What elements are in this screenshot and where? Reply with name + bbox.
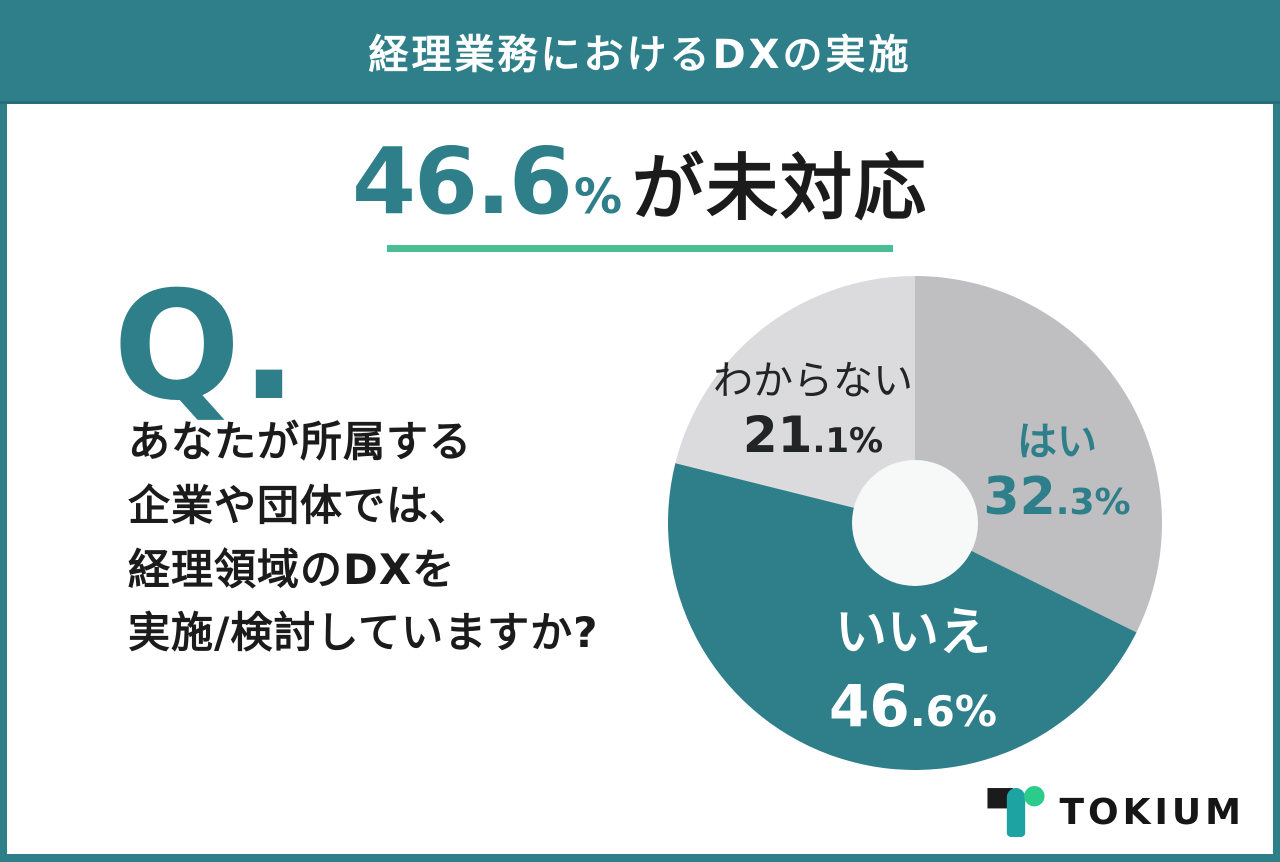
donut-hole [852, 460, 978, 586]
content-card: 46.6 % が未対応 Q. あなたが所属する 企業や団体では、 経理領域のDX… [7, 104, 1273, 854]
slice-label-group-no: いいえ 46.6% [829, 602, 997, 742]
headline-underline [387, 245, 893, 252]
pie-slice-いいえ [668, 463, 1137, 770]
question-line: 実施/検討していますか? [128, 608, 599, 658]
donut-chart-svg [668, 276, 1162, 770]
slice-label-no: いいえ [834, 603, 992, 663]
headline-percent: % [573, 169, 623, 225]
question-line: 企業や団体では、 [128, 480, 473, 530]
headline-line: 46.6 % が未対応 [352, 128, 928, 235]
headline-value: 46.6 [351, 128, 573, 235]
question-line: 経理領域のDXを [128, 544, 456, 594]
pie-slice-わからない [675, 276, 915, 523]
slice-value-unknown: 21.1% [742, 406, 884, 464]
question-text: あなたが所属する 企業や団体では、 経理領域のDXを 実施/検討していますか? [128, 410, 598, 665]
slice-label-yes: はい [1016, 419, 1097, 465]
tokium-logo-mark-icon [987, 786, 1046, 837]
header-banner: 経理業務におけるDXの実施 [0, 0, 1280, 104]
slice-label-unknown: わからない [713, 358, 913, 404]
question-mark: Q. [113, 260, 298, 434]
slice-label-group-yes: はい 32.3% [983, 418, 1130, 528]
tokium-logo: TOKIUM [987, 786, 1245, 838]
slice-label-group-unknown: わからない 21.1% [713, 357, 913, 465]
slice-value-no: 46.6% [829, 672, 997, 741]
headline-suffix: が未対応 [632, 146, 929, 230]
slice-value-yes: 32.3% [983, 467, 1131, 527]
headline: 46.6 % が未対応 [7, 128, 1273, 252]
question-line: あなたが所属する [128, 417, 473, 466]
donut-chart: わからない 21.1% はい 32.3% いいえ 46.6% [668, 276, 1162, 770]
tokium-logo-text: TOKIUM [1059, 791, 1245, 833]
pie-slice-はい [915, 276, 1162, 633]
banner-title: 経理業務におけるDXの実施 [368, 31, 912, 78]
